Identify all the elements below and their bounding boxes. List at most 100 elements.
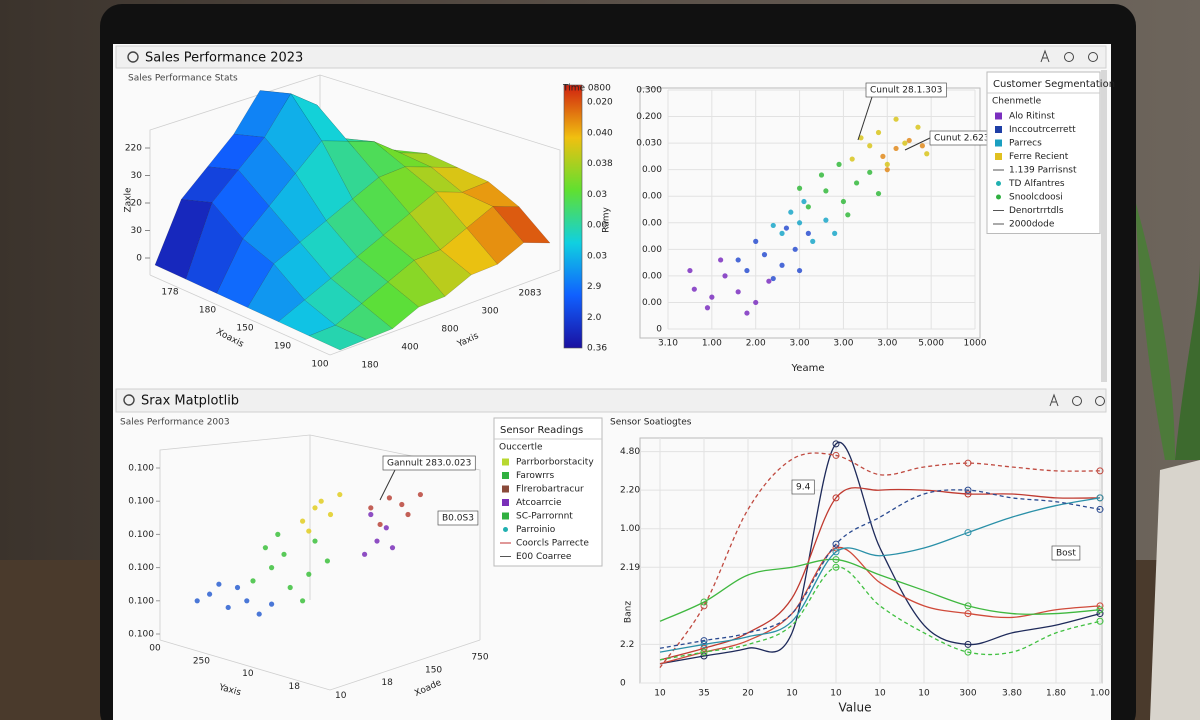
point — [810, 238, 816, 244]
colorbar-label: 0.00 — [587, 221, 607, 231]
surface-patch — [361, 281, 420, 330]
point — [779, 230, 785, 236]
point — [924, 151, 930, 157]
line-marker — [832, 494, 840, 502]
point — [845, 212, 851, 218]
title-bar — [115, 45, 1107, 69]
colorbar — [563, 84, 583, 349]
legend-swatch — [996, 194, 1001, 200]
legend-label: 1.139 Parrisnst — [1009, 166, 1077, 176]
colorbar-label: 2.0 — [587, 313, 602, 323]
annotation-arrow — [379, 469, 396, 501]
line — [659, 487, 1101, 661]
point — [275, 531, 281, 538]
x-tick-label: 180 — [199, 306, 216, 316]
legend-swatch — [996, 181, 1001, 186]
surface-patch — [440, 227, 498, 276]
x-tick-label: 10 — [654, 689, 666, 699]
toolbar-button[interactable] — [1095, 396, 1105, 406]
point — [853, 180, 860, 186]
toolbar-button[interactable] — [1040, 49, 1050, 63]
y-tick-label: 0.100 — [128, 596, 154, 606]
line — [659, 489, 1101, 649]
point — [893, 145, 899, 152]
colorbar-label: 0.03 — [587, 251, 607, 261]
y-tick-label: 400 — [401, 343, 418, 353]
surface-patch — [308, 324, 367, 351]
annotation: Bost — [1056, 549, 1076, 559]
point — [796, 220, 803, 226]
line-marker — [832, 440, 840, 448]
colorbar-label: 2.9 — [587, 282, 602, 292]
point — [269, 601, 275, 607]
point — [704, 305, 711, 311]
line — [659, 452, 1101, 668]
legend-swatch — [503, 527, 508, 532]
x-tick-label: 190 — [274, 342, 291, 352]
point — [801, 198, 807, 205]
toolbar-button[interactable] — [1064, 52, 1074, 62]
y-tick-label: 180 — [361, 361, 378, 371]
surface-patch — [334, 303, 393, 340]
x-tick-label: 1.00 — [702, 339, 722, 349]
legend-label: Flrerobartracur — [516, 485, 584, 495]
line-marker — [832, 548, 840, 556]
point — [207, 591, 213, 597]
line-marker — [832, 540, 840, 548]
point — [405, 511, 411, 518]
legend-label: Farowrrs — [516, 471, 554, 481]
annotation-box — [437, 510, 479, 526]
legend-subtitle: Chenmetle — [992, 97, 1042, 107]
x-tick-label: 1.80 — [1046, 689, 1066, 699]
toolbar-button[interactable] — [1072, 396, 1082, 406]
point — [312, 505, 318, 511]
point — [744, 267, 750, 274]
surface-patch — [466, 206, 525, 265]
point — [399, 501, 405, 508]
line-marker — [964, 602, 972, 610]
y-tick-label: 2083 — [519, 289, 542, 299]
legend-label: SC-Parrornnt — [516, 512, 573, 522]
z-tick-label: 30 — [131, 171, 143, 181]
line-marker — [700, 644, 708, 652]
line-marker — [964, 459, 972, 467]
scrollbar[interactable] — [1101, 70, 1107, 382]
point — [867, 169, 873, 175]
x-tick-label: 10 — [786, 689, 798, 699]
y-axis-label: Ramy — [602, 206, 612, 232]
point — [362, 551, 368, 557]
point — [417, 491, 423, 498]
window-title: Srax Matplotlib — [141, 394, 239, 409]
toolbar-button[interactable] — [1049, 393, 1059, 407]
point — [823, 188, 829, 194]
line-marker — [1096, 610, 1104, 618]
point — [915, 124, 921, 130]
line-marker — [964, 529, 972, 537]
y-tick-label: 4.80 — [620, 447, 640, 457]
point — [368, 505, 374, 511]
legend-label: Parrborborstacity — [516, 458, 594, 468]
line-marker — [700, 648, 708, 656]
colorbar-label: 0.020 — [587, 98, 613, 108]
colorbar-label: 0.36 — [587, 344, 607, 354]
annotation: Gannult 283.0.023 — [387, 459, 471, 469]
y-tick-label: 2.19 — [620, 563, 640, 573]
annotation: Cunut 2.623 — [934, 134, 990, 144]
point — [783, 225, 790, 231]
z-tick-label: 220 — [125, 144, 142, 154]
point — [194, 598, 200, 604]
bottom-window: Srax Matplotlib — [115, 388, 1107, 413]
y-tick-label: 0.100 — [128, 563, 154, 573]
x-tick-label: 3.10 — [658, 339, 678, 349]
point — [262, 545, 268, 551]
legend-label: 2000dode — [1009, 220, 1055, 230]
point — [383, 525, 389, 531]
point — [368, 511, 374, 518]
x-tick-label: 3.00 — [833, 339, 853, 349]
toolbar-button[interactable] — [1088, 52, 1098, 62]
z-tick-label: 0 — [136, 254, 142, 264]
line-marker — [700, 652, 708, 660]
point — [761, 252, 768, 258]
z-tick-label: 30 — [131, 226, 143, 236]
point — [788, 209, 794, 215]
